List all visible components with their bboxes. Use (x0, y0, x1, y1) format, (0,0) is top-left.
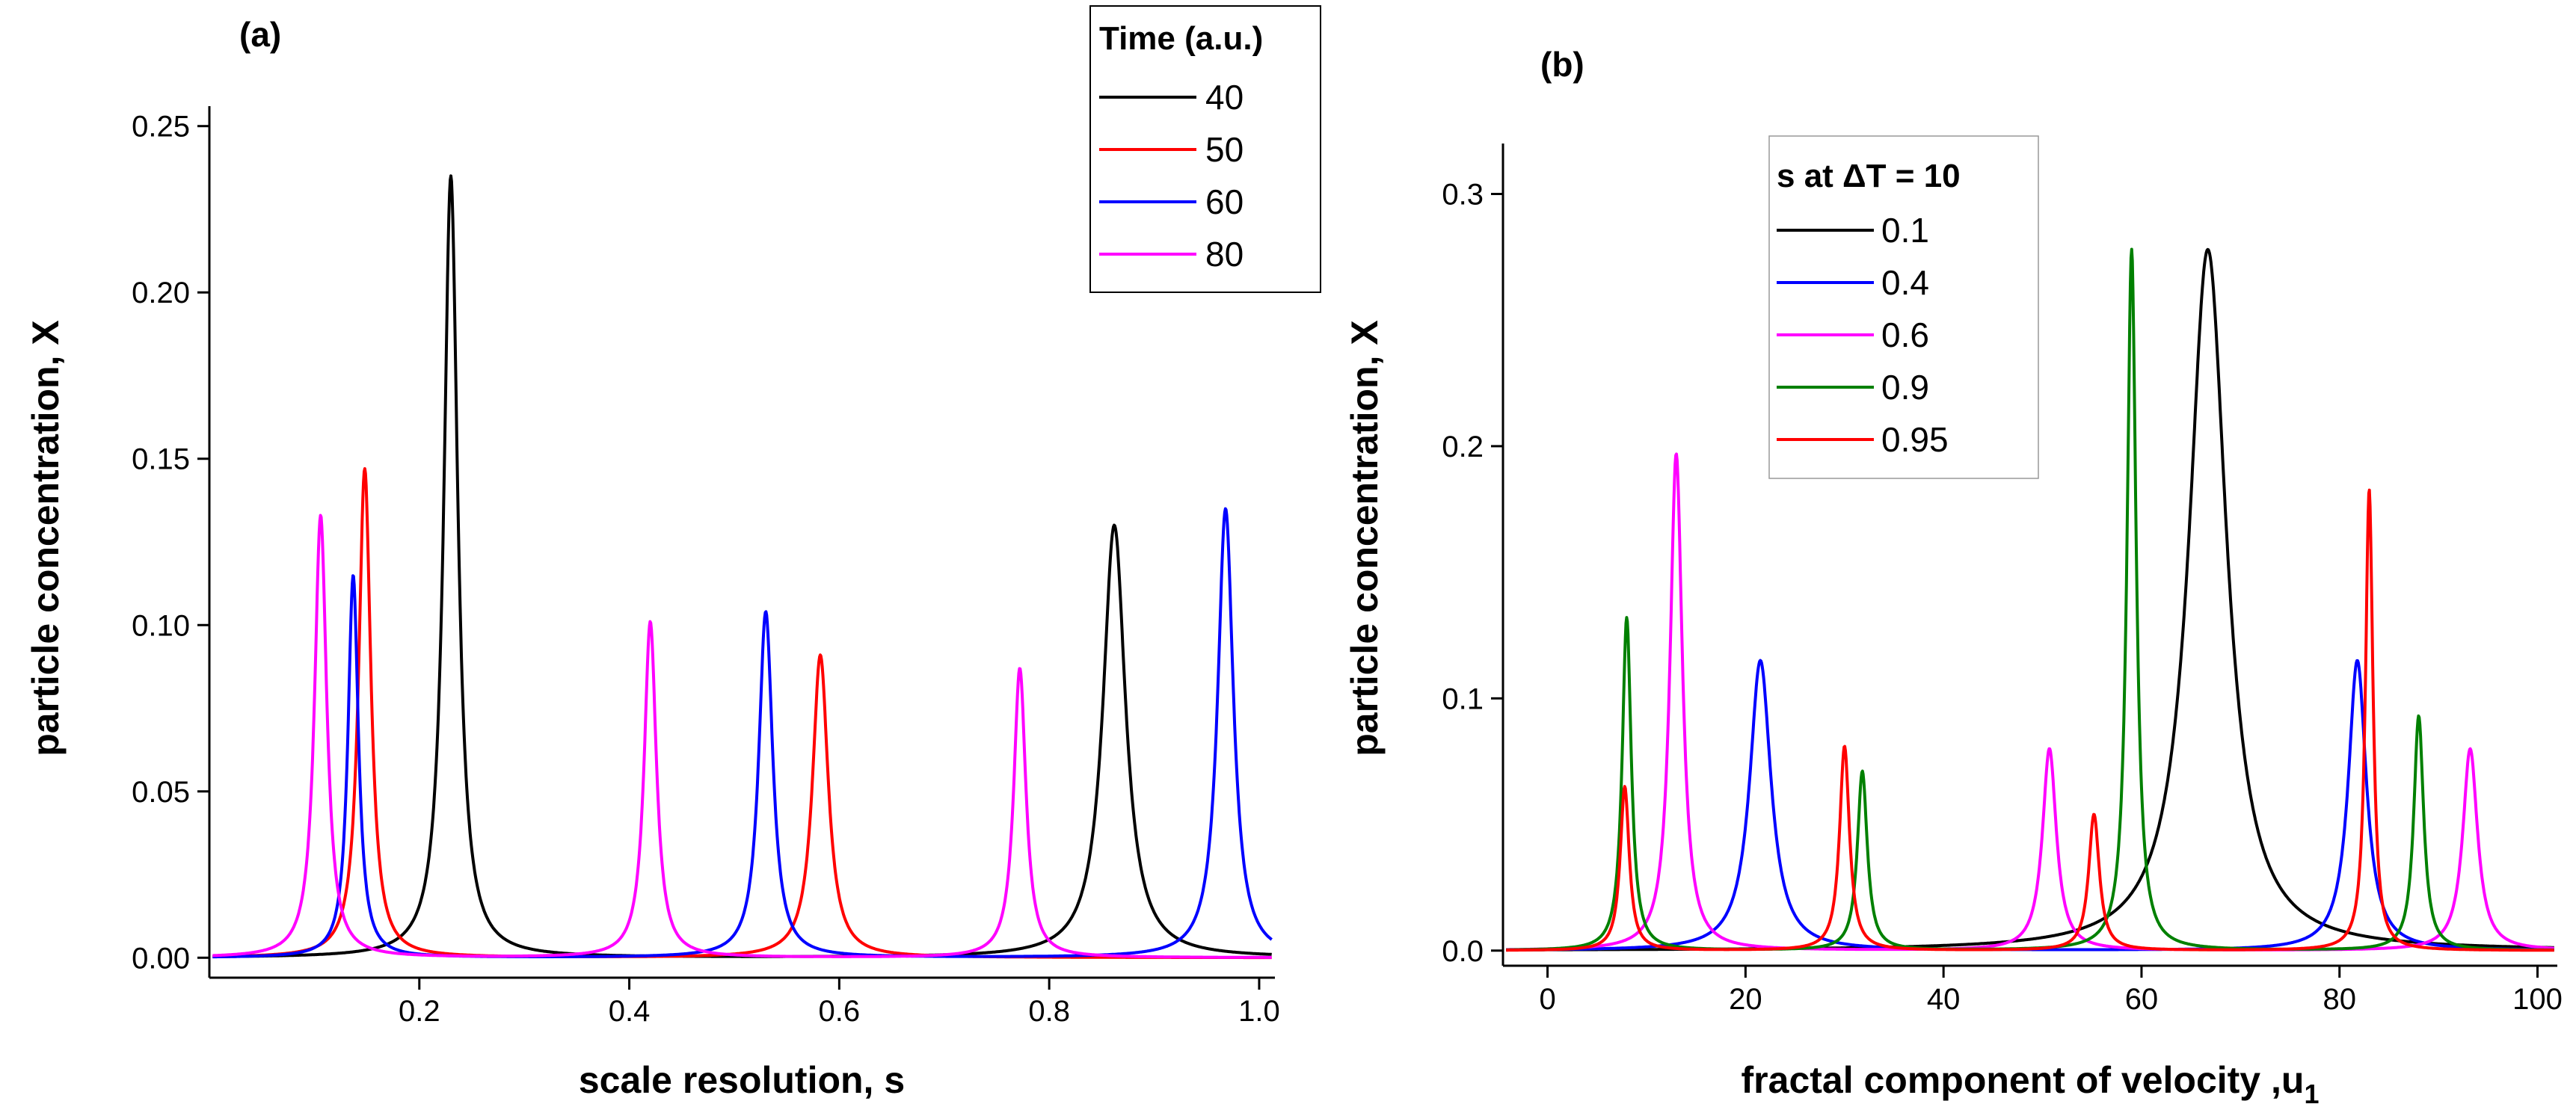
chart-panel-a: (a) 0.2 0.4 0.6 0.8 1.0 0.00 0.05 0.10 0.15 0.20… (25, 5, 1321, 1101)
legend-label-b-0.6: 0.6 (1881, 315, 1929, 354)
x-axis-title-b: fractal component of velocity ,u1 (1742, 1059, 2320, 1107)
y-ticks-a: 0.00 0.05 0.10 0.15 0.20 0.25 (132, 111, 209, 975)
legend-label-b-0.4: 0.4 (1881, 263, 1929, 302)
legend-b: s at ΔT = 10 0.1 0.4 0.6 0.9 0.95 (1768, 135, 2039, 479)
y-tick-label-b: 0.3 (1442, 178, 1484, 211)
x-axis-title-b-subscript: 1 (2304, 1079, 2319, 1107)
legend-label-a-80: 80 (1205, 235, 1244, 274)
series-lines-b (1505, 247, 2555, 952)
legend-label-a-40: 40 (1205, 78, 1244, 117)
x-tick-label-a: 1.0 (1238, 995, 1280, 1028)
panel-label-a: (a) (239, 15, 281, 54)
y-tick-label-b: 0.1 (1442, 682, 1484, 715)
y-tick-label-a: 0.20 (132, 277, 190, 309)
legend-items-a: 40 50 60 80 (1099, 78, 1244, 274)
series-line-a-80 (212, 514, 1273, 959)
y-ticks-b: 0.0 0.1 0.2 0.3 (1442, 178, 1503, 968)
legend-a: Time (a.u.) 40 50 60 80 (1089, 5, 1321, 293)
legend-title-a: Time (a.u.) (1099, 20, 1263, 57)
x-axis-title-b-text: fractal component of velocity ,u (1742, 1059, 2305, 1101)
y-tick-label-a: 0.10 (132, 609, 190, 642)
legend-items-b: 0.1 0.4 0.6 0.9 0.95 (1777, 211, 1949, 459)
x-tick-label-a: 0.4 (609, 995, 651, 1028)
legend-label-b-0.9: 0.9 (1881, 368, 1929, 407)
series-lines-a (212, 174, 1273, 960)
x-tick-label-a: 0.2 (399, 995, 440, 1028)
legend-label-b-0.1: 0.1 (1881, 211, 1929, 250)
y-tick-label-a: 0.15 (132, 443, 190, 476)
y-tick-label-a: 0.00 (132, 942, 190, 975)
y-axis-title-b: particle concentration, X (1344, 320, 1386, 756)
legend-label-b-0.95: 0.95 (1881, 420, 1949, 459)
legend-label-a-50: 50 (1205, 130, 1244, 169)
y-tick-label-a: 0.05 (132, 776, 190, 809)
panel-label-b: (b) (1540, 45, 1584, 84)
legend-label-a-60: 60 (1205, 182, 1244, 221)
series-line-b-0.95 (1505, 488, 2555, 952)
series-line-a-50 (212, 467, 1273, 960)
x-ticks-a: 0.2 0.4 0.6 0.8 1.0 (399, 978, 1280, 1028)
x-tick-label-a: 0.6 (819, 995, 861, 1028)
y-axis-title-a: particle concentration, X (25, 320, 67, 756)
x-axis-title-a: scale resolution, s (579, 1059, 905, 1101)
y-tick-label-a: 0.25 (132, 111, 190, 144)
x-tick-label-b: 20 (1729, 983, 1762, 1016)
x-tick-label-a: 0.8 (1028, 995, 1070, 1028)
x-tick-label-b: 60 (2125, 983, 2159, 1016)
legend-title-b: s at ΔT = 10 (1777, 158, 1961, 194)
x-tick-label-b: 40 (1927, 983, 1961, 1016)
chart-panel-b: (b) 0 20 40 60 80 100 0.0 0.1 0.2 0.3 fractal co… (1344, 45, 2563, 1107)
legend-box-b (1768, 135, 2039, 479)
y-tick-label-b: 0.2 (1442, 431, 1484, 463)
x-tick-label-b: 100 (2512, 983, 2563, 1016)
y-tick-label-b: 0.0 (1442, 935, 1484, 968)
x-tick-label-b: 80 (2323, 983, 2356, 1016)
x-ticks-b: 0 20 40 60 80 100 (1539, 966, 2563, 1016)
series-line-b-0.6 (1505, 452, 2555, 952)
x-tick-label-b: 0 (1539, 983, 1555, 1016)
